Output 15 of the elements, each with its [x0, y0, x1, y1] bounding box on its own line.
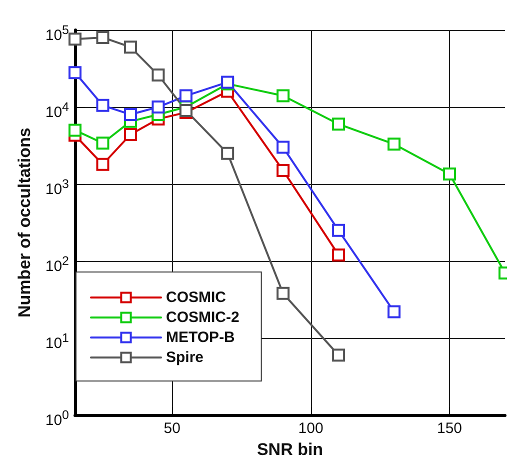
y-tick-label: 10$^{3}$: [45, 176, 69, 200]
legend-label: COSMIC-2: [166, 309, 240, 326]
x-tick-label: 100: [298, 420, 324, 438]
legend-label: Spire: [166, 349, 204, 366]
y-tick-label: 10$^{2}$: [45, 253, 69, 276]
legend-label: COSMIC: [166, 289, 226, 306]
x-axis-title: SNR bin: [256, 440, 324, 459]
y-tick-label: 10$^{0}$: [45, 407, 69, 430]
y-tick-label: 10$^{5}$: [45, 22, 69, 45]
y-axis-title: Number of occultations: [15, 128, 34, 318]
y-tick-label: 10$^{1}$: [45, 330, 69, 354]
y-tick-label: 10$^{4}$: [45, 99, 69, 122]
x-tick-label: 50: [164, 420, 180, 438]
legend-label: METOP-B: [166, 329, 236, 346]
x-tick-label: 150: [437, 420, 462, 438]
